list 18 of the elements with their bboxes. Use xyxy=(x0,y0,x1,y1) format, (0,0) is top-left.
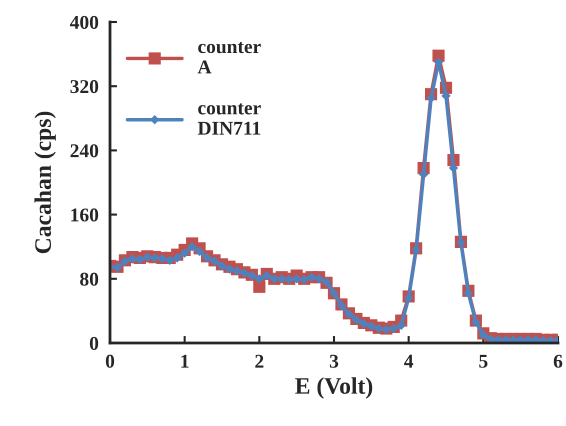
y-axis-title: Cacahan (cps) xyxy=(34,112,56,254)
x-tick-label: 3 xyxy=(330,354,338,368)
x-axis-title: E (Volt) xyxy=(295,377,372,399)
y-tick-label: 0 xyxy=(90,336,98,350)
y-tick-label: 240 xyxy=(70,144,98,158)
x-tick-label: 5 xyxy=(479,354,488,368)
x-tick-label: 6 xyxy=(554,354,562,368)
x-tick-label: 0 xyxy=(106,354,114,368)
y-tick-label: 80 xyxy=(80,272,98,286)
point xyxy=(253,280,266,293)
x-tick-label: 2 xyxy=(255,354,264,368)
x-tick-label: 4 xyxy=(404,354,414,368)
y-tick-label: 160 xyxy=(71,208,98,222)
y-tick-label: 400 xyxy=(70,16,98,29)
legend-label: counter A xyxy=(198,42,261,74)
legend-label: counter DIN711 xyxy=(198,103,261,135)
y-tick-label: 320 xyxy=(70,80,98,94)
x-tick-label: 1 xyxy=(181,354,189,368)
